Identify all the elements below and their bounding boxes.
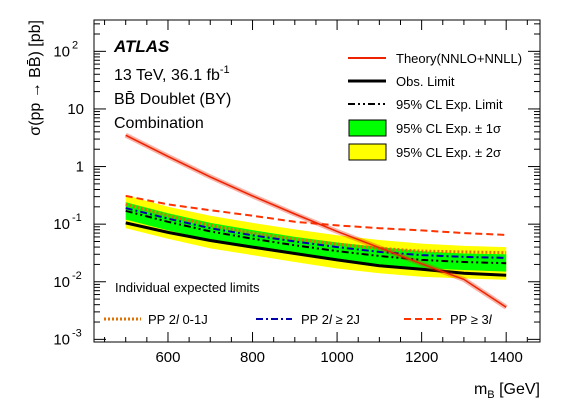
y-tick-label: 10 [53,274,70,291]
bands-layer [125,195,507,280]
legend-2sigma-swatch [348,143,387,161]
legend-observed-label: Obs. Limit [396,74,455,89]
series-pp2l-01j [125,202,507,255]
series-theory [125,134,507,308]
y-tick-label-exponent: -2 [72,270,82,282]
pp2l01j-tail: 0-1J [179,312,208,327]
y-tick-label: 10 [53,216,70,233]
legend-2sigma-label: 95% CL Exp. ± 2σ [396,145,501,160]
y-tick-label-exponent: 2 [72,39,78,51]
pp3l-italic: l [489,312,493,327]
y-tick-label-exponent: -1 [72,212,82,224]
pp3l-name: PP ≥ 3 [450,312,489,327]
model-label: BB̄ Doublet (BY) [114,91,231,108]
x-axis-title: mB [GeV] [474,381,540,401]
legend-pp2l01j-label: PP 2l 0-1J [148,312,208,327]
energy-sup: -1 [220,64,230,76]
energy-text: 13 TeV, 36.1 fb [114,67,220,84]
y-tick-label: 10 [53,331,70,348]
x-tick-label: 1200 [405,349,438,366]
y-tick-label-exponent: -3 [72,327,82,339]
combination-label: Combination [114,115,204,132]
y-tick-label: 1 [76,159,84,176]
x-tick-label: 800 [240,349,265,366]
pp2l01j-name: PP 2 [148,312,176,327]
legend-expected-label: 95% CL Exp. Limit [396,97,503,112]
x-tick-label: 1000 [320,349,353,366]
series-pp3l [125,194,507,236]
plot-frame [93,19,541,343]
individual-legend: PP 2l 0-1J PP 2l ≥ 2J PP ≥ 3l [104,312,493,327]
legend-pp2l2j-label: PP 2l ≥ 2J [301,312,360,327]
series-pp2l-2j [125,207,507,259]
legend: Theory(NNLO+NNLL) Obs. Limit 95% CL Exp.… [348,51,522,161]
legend-theory-label: Theory(NNLO+NNLL) [396,51,522,66]
x-axis-title-unit: [GeV] [495,381,540,398]
x-axis-title-sub: B [487,389,494,401]
pp2l2j-italic: l [329,312,333,327]
legend-pp3l-label: PP ≥ 3l [450,312,493,327]
y-tick-label: 10 [67,101,84,118]
energy-label: 13 TeV, 36.1 fb-1 [114,64,230,84]
pp2l2j-name: PP 2 [301,312,329,327]
lines-layer [124,132,508,310]
series-expected-limit [125,209,507,265]
individual-title: Individual expected limits [115,280,260,295]
atlas-label: ATLAS [113,37,170,56]
x-tick-label: 1400 [489,349,522,366]
x-tick-label: 600 [155,349,180,366]
pp2l2j-tail: ≥ 2J [332,312,360,327]
pp2l01j-italic: l [176,312,180,327]
legend-1sigma-swatch [348,119,387,137]
y-tick-label: 10 [53,43,70,60]
y-axis-title: σ(pp → BB̄) [pb] [27,20,44,136]
x-axis-title-main: m [474,381,487,398]
legend-1sigma-label: 95% CL Exp. ± 1σ [396,121,501,136]
